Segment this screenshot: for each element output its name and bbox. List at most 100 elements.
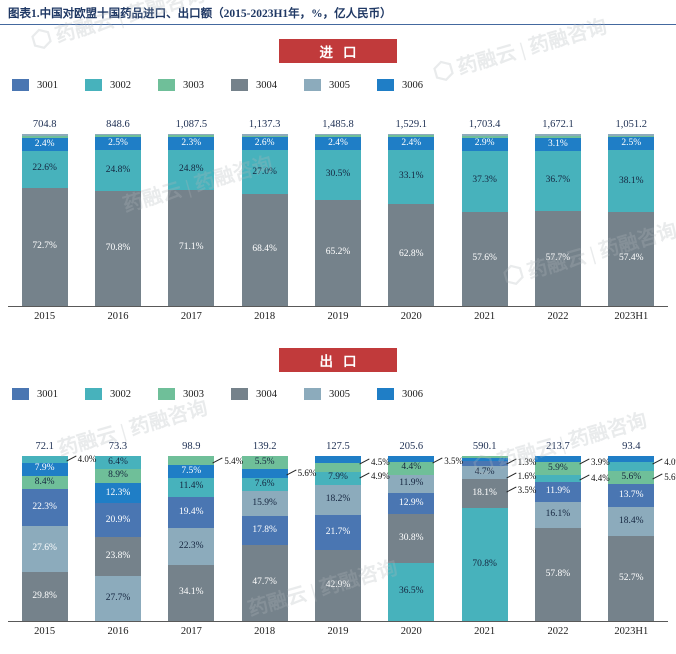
segment-value-label: 7.9%	[34, 463, 55, 474]
segment-3003	[168, 456, 215, 465]
stacked-bar-2018: 47.7% 17.8% 15.9% 7.6% 5.6% 5.5%	[241, 456, 316, 621]
segment-3006: 2.6%	[241, 137, 288, 151]
export-x-axis: 2015 2016 2017 2018 2019 2020 2021 2022 2023H1	[8, 621, 668, 637]
segment-3002	[21, 456, 68, 463]
segment-3006: 2.4%	[21, 137, 68, 151]
segment-3002: 6.4%	[94, 456, 141, 469]
legend-label: 3001	[37, 388, 58, 400]
annotation-value-label: 4.4%	[590, 473, 610, 483]
stacked-bar-2017: 34.1% 22.3% 19.4% 11.4% 7.5% 5.4%	[168, 456, 243, 621]
stacked-bar-2015: 29.8% 27.6% 22.3% 8.4% 7.9% 4.0%	[21, 454, 96, 621]
leader-line	[579, 474, 590, 482]
segment-value-label: 21.7%	[325, 526, 351, 537]
segment-value-label: 22.3%	[32, 502, 57, 513]
annotation-value-label: 5.4%	[224, 456, 244, 466]
segment-value-label: 38.1%	[619, 175, 644, 186]
annotation-value-label: 1.6%	[517, 471, 537, 481]
stacked-bar-2015: 72.7% 22.6% 2.4%	[21, 134, 68, 306]
stacked-bar-2019: 42.9% 21.7% 18.2% 7.9% 4.9% 4.5%	[314, 456, 390, 621]
segment-value-label: 24.8%	[179, 164, 204, 175]
segment-3001: 17.8%	[241, 516, 288, 545]
export-section: 出口 3001 3002 3003 3004 3005 3006 72.1 29.8% 27.…	[0, 348, 676, 637]
segment-3006	[534, 456, 581, 463]
segment-3005	[608, 134, 655, 136]
total-label: 1,672.1	[542, 119, 574, 130]
segment-value-label: 70.8%	[472, 558, 497, 569]
segment-value-label: 27.6%	[32, 543, 57, 554]
segment-3005	[94, 134, 141, 136]
annotation-value-label: 5.6%	[664, 472, 676, 482]
legend-item-3003: 3003	[158, 79, 204, 91]
segment-value-label: 2.5%	[621, 138, 642, 149]
segment-value-label: 30.8%	[399, 532, 424, 543]
segment-3003	[314, 463, 361, 472]
segment-3002: 37.3%	[461, 150, 508, 212]
segment-value-label: 3.1%	[548, 138, 568, 149]
segment-3005: 27.7%	[94, 576, 141, 621]
segment-value-label: 24.8%	[105, 164, 131, 175]
bar-column-2017: 1,087.5 71.1% 24.8% 2.3%	[155, 118, 228, 306]
segment-value-label: 5.6%	[621, 472, 642, 483]
segment-3003: 4.4%	[388, 461, 435, 475]
import-banner: 进口	[279, 39, 397, 63]
legend-label: 3006	[402, 79, 423, 91]
annotation-3003: 1.3%	[505, 457, 536, 467]
segment-3004: 42.9%	[314, 550, 361, 621]
segment-3002: 36.7%	[534, 151, 581, 212]
x-axis-label-2019: 2019	[327, 626, 349, 637]
segment-value-label: 12.3%	[105, 487, 131, 498]
annotation-value-label: 3.5%	[444, 456, 464, 466]
leader-line	[652, 473, 663, 481]
annotation-3006: 3.9%	[579, 457, 610, 467]
segment-3004: 70.8%	[94, 190, 141, 306]
total-label: 590.1	[472, 441, 497, 452]
annotation-value-label: 4.9%	[370, 471, 390, 481]
leader-line	[505, 472, 517, 480]
segment-3004: 57.8%	[534, 527, 581, 621]
export-chart: 72.1 29.8% 27.6% 22.3% 8.4% 7.9% 4.0% 73.3 27.7%…	[8, 440, 676, 621]
segment-3006: 7.5%	[168, 464, 215, 478]
segment-3002	[608, 462, 655, 472]
segment-3002: 24.8%	[168, 149, 215, 191]
annotation-3003: 4.9%	[359, 471, 390, 481]
segment-value-label: 37.3%	[472, 175, 497, 186]
segment-value-label: 11.4%	[179, 481, 204, 492]
segment-3003	[94, 135, 141, 138]
3002-swatch-icon	[85, 388, 102, 400]
segment-3006: 2.3%	[168, 136, 215, 150]
segment-3004: 47.7%	[241, 544, 288, 621]
bar-column-2022: 213.7 57.8% 16.1% 11.9% 4.4% 5.9% 3.9%	[521, 440, 610, 621]
bar-column-2023H1: 93.4 52.7% 18.4% 13.7% 5.6% 5.6% 4.0%	[595, 440, 676, 621]
segment-3006: 2.5%	[94, 137, 141, 151]
x-axis-label-2015: 2015	[34, 311, 56, 322]
segment-value-label: 2.4%	[328, 137, 348, 148]
segment-3006: 12.3%	[94, 483, 141, 504]
legend-label: 3003	[183, 388, 204, 400]
segment-3002	[534, 475, 581, 483]
segment-value-label: 34.1%	[179, 587, 204, 598]
stacked-bar-2016: 27.7% 23.8% 20.9% 12.3% 8.9% 6.4%	[94, 456, 141, 621]
x-axis-label-2017: 2017	[180, 626, 202, 637]
segment-value-label: 16.1%	[545, 508, 571, 519]
bar-column-2021: 590.1 70.8% 18.1% 4.7% 3.5% 1.6% 1.3%	[448, 440, 536, 621]
segment-3003	[608, 135, 655, 138]
segment-value-label: 4.7%	[474, 466, 495, 477]
segment-value-label: 27.0%	[252, 166, 277, 177]
legend-item-3006: 3006	[377, 79, 423, 91]
segment-3005	[388, 134, 435, 136]
segment-value-label: 29.8%	[32, 590, 57, 601]
segment-value-label: 27.7%	[105, 592, 131, 603]
segment-value-label: 71.1%	[179, 242, 204, 253]
legend-item-3005: 3005	[304, 388, 350, 400]
segment-value-label: 57.6%	[472, 253, 497, 264]
x-axis-label-2016: 2016	[107, 626, 129, 637]
bar-column-2018: 139.2 47.7% 17.8% 15.9% 7.6% 5.6% 5.5%	[228, 440, 316, 621]
segment-value-label: 23.8%	[105, 550, 131, 561]
segment-value-label: 33.1%	[399, 170, 424, 181]
bar-column-2020: 205.6 36.5% 30.8% 12.9% 11.9% 4.4% 3.5%	[375, 440, 463, 621]
segment-3005: 18.4%	[608, 506, 655, 537]
segment-3002: 30.5%	[314, 150, 361, 200]
segment-3003	[21, 135, 68, 138]
segment-3005: 11.9%	[388, 474, 435, 494]
segment-3003	[314, 135, 361, 138]
